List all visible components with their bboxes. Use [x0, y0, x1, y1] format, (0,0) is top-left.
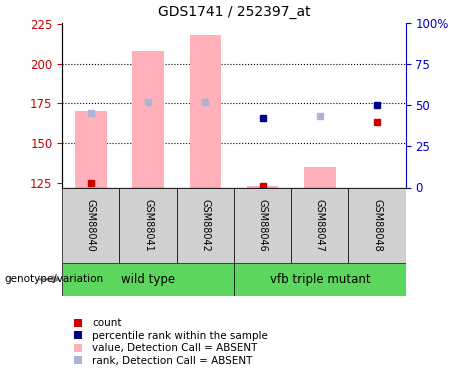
- Bar: [119, 188, 177, 262]
- Bar: [75, 111, 106, 188]
- Bar: [349, 188, 406, 262]
- Text: vfb triple mutant: vfb triple mutant: [270, 273, 370, 286]
- Text: GSM88046: GSM88046: [258, 199, 267, 251]
- Legend: count, percentile rank within the sample, value, Detection Call = ABSENT, rank, : count, percentile rank within the sample…: [67, 318, 268, 366]
- Bar: [234, 188, 291, 262]
- Text: GSM88040: GSM88040: [86, 199, 96, 251]
- Bar: [291, 188, 349, 262]
- Bar: [304, 167, 336, 188]
- Text: wild type: wild type: [121, 273, 175, 286]
- Bar: [62, 262, 234, 296]
- Bar: [234, 262, 406, 296]
- Text: GSM88041: GSM88041: [143, 199, 153, 251]
- Text: GSM88047: GSM88047: [315, 199, 325, 251]
- Bar: [189, 35, 221, 188]
- Bar: [247, 186, 278, 188]
- Bar: [177, 188, 234, 262]
- Text: GSM88048: GSM88048: [372, 199, 382, 251]
- Bar: [62, 188, 119, 262]
- Text: GSM88042: GSM88042: [201, 199, 210, 251]
- Text: genotype/variation: genotype/variation: [5, 274, 104, 284]
- Bar: [132, 51, 164, 188]
- Title: GDS1741 / 252397_at: GDS1741 / 252397_at: [158, 5, 310, 19]
